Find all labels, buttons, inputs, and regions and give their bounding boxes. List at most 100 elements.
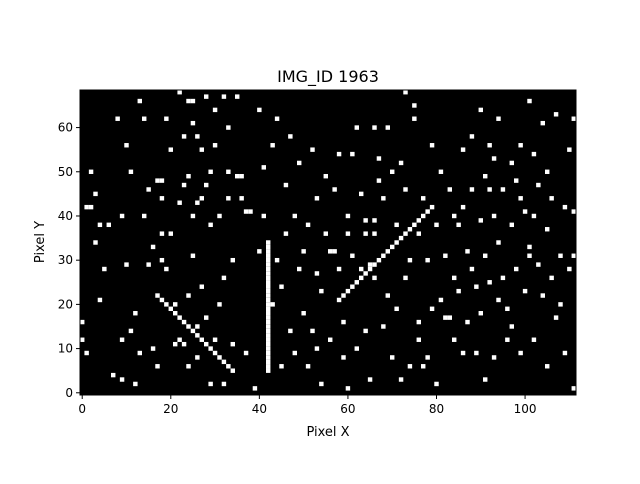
segment-pixel [416,218,421,223]
pixel-on [283,182,289,188]
pixel-on [274,116,280,121]
segment-pixel [164,302,169,307]
pixel-on [239,173,244,179]
segment-pixel [266,315,271,320]
segment-pixel [177,315,182,320]
pixel-on [204,182,209,188]
pixel-on [146,262,151,267]
pixel-on [328,337,333,342]
pixel-on [217,302,222,307]
pixel-on [235,94,240,99]
pixel-on [239,196,244,201]
pixel-on [221,381,227,387]
pixel-layer [80,90,576,391]
pixel-on [195,200,200,205]
segment-pixel [398,235,404,241]
pixel-on [102,266,107,272]
pixel-on [248,209,253,214]
segment-pixel [266,346,271,351]
segment-pixel [266,337,271,342]
pixel-on [345,213,351,219]
plot-area-background [80,90,576,395]
pixel-on [465,249,470,254]
pixel-on [390,169,395,174]
pixel-on [407,257,413,263]
pixel-on [447,315,452,320]
segment-pixel [341,293,346,298]
pixel-on [186,98,191,104]
segment-pixel [429,204,435,210]
pixel-on [226,169,231,174]
pixel-on [230,257,235,263]
pixel-on [341,319,346,325]
pixel-on [531,213,537,219]
pixel-on [177,90,182,95]
pixel-on [181,134,187,139]
pixel-on [301,249,306,254]
pixel-on [483,253,488,258]
segment-pixel [266,364,271,369]
pixel-on [531,337,537,342]
x-tick-label: 40 [252,402,267,416]
segment-pixel [266,266,271,272]
pixel-on [558,302,563,307]
pixel-on [491,156,497,161]
pixel-on [328,249,333,254]
segment-pixel [336,297,342,303]
segment-pixel [266,288,271,294]
segment-pixel [266,249,271,254]
pixel-on [181,182,187,188]
pixel-on [522,288,528,294]
pixel-on [553,315,559,320]
pixel-on [367,262,373,267]
pixel-on [270,302,275,307]
pixel-on [190,120,196,126]
pixel-on [88,169,94,174]
segment-pixel [390,244,395,250]
pixel-on [536,182,541,188]
pixel-on [438,297,444,303]
pixel-on [416,337,421,342]
pixel-on [460,204,466,210]
pixel-on [421,364,426,369]
segment-pixel [412,222,417,228]
pixel-on [297,266,302,272]
segment-pixel [266,257,271,263]
segment-pixel [266,319,271,325]
pixel-on [394,222,399,228]
pixel-on [142,116,147,121]
pixel-on [150,346,156,351]
pixel-on [376,156,382,161]
pixel-on [509,160,514,166]
x-tick-label: 60 [340,402,355,416]
segment-pixel [266,350,271,356]
segment-pixel [266,311,271,316]
pixel-on [474,284,479,289]
pixel-on [421,196,426,201]
segment-pixel [425,209,430,214]
y-tick-label: 50 [58,165,73,179]
pixel-on [500,187,506,192]
pixel-on [403,90,408,95]
pixel-on [314,346,320,351]
pixel-on [119,337,125,342]
pixel-on [181,319,187,325]
x-tick-label: 20 [163,402,178,416]
pixel-on [562,204,568,210]
segment-pixel [195,333,200,338]
segment-pixel [266,244,271,250]
pixel-on [372,125,377,130]
pixel-on [212,143,218,148]
segment-pixel [381,253,386,258]
pixel-on [128,169,134,174]
pixel-on [429,143,435,148]
pixel-on [545,364,550,369]
pixel-on [491,213,497,219]
pixel-on [452,213,457,219]
pixel-on [558,253,563,258]
pixel-on [332,187,337,192]
pixel-on [142,213,147,219]
pixel-on [119,213,125,219]
pixel-on [199,284,204,289]
y-tick-label: 40 [58,209,73,223]
